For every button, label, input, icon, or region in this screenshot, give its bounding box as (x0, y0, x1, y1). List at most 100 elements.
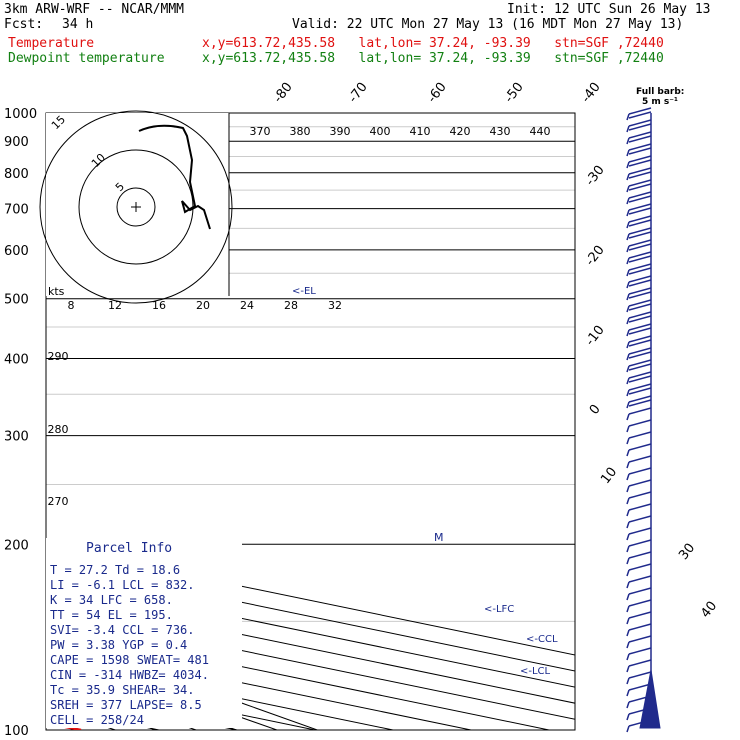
theta-label: 400 (370, 125, 391, 138)
wind-barb (626, 611, 652, 625)
wind-barb (626, 479, 652, 493)
wind-barb (626, 311, 652, 325)
isotherm-label: -40 (579, 80, 604, 106)
wind-barb-flag (639, 669, 661, 729)
full-barb-label: Full barb: (636, 87, 684, 97)
parcel-info-row: CAPE = 1598 SWEAT= 481 (50, 653, 209, 667)
wind-barb (626, 491, 652, 505)
isotherm-label: -10 (583, 323, 608, 349)
wind-barb (626, 107, 652, 121)
dewpoint-legend-label: Dewpoint temperature (8, 51, 165, 66)
isotherm-line (0, 113, 3, 730)
theta-label: 440 (530, 125, 551, 138)
pressure-label: 300 (4, 430, 29, 445)
full-barb-value: 5 m s⁻¹ (642, 97, 678, 107)
wind-barb (626, 599, 652, 613)
init-time: Init: 12 UTC Sun 26 May 13 (507, 2, 711, 17)
ccl-marker: <-CCL (526, 634, 558, 645)
wind-barb (626, 623, 652, 637)
hodograph-units: kts (48, 285, 65, 298)
wind-barb (626, 335, 652, 349)
isotherm-label: 0 (587, 402, 604, 418)
isotherm-label: 40 (698, 599, 720, 621)
pressure-label: 500 (4, 293, 29, 308)
pressure-label: 200 (4, 538, 29, 553)
parcel-info-row: T = 27.2 Td = 18.6 (50, 563, 180, 577)
wind-barb (626, 131, 652, 145)
isotherm-line (46, 577, 575, 688)
isotherm-label: -80 (271, 80, 296, 106)
wind-barb (626, 263, 652, 277)
theta-label: 380 (290, 125, 311, 138)
wind-barb (626, 347, 652, 361)
wind-barb (626, 503, 652, 517)
isotherm-label: -20 (583, 243, 608, 269)
parcel-info-row: K = 34 LFC = 658. (50, 593, 173, 607)
wind-barb (626, 371, 652, 385)
wind-barb (626, 587, 652, 601)
parcel-info-row: Tc = 35.9 SHEAR= 34. (50, 683, 195, 697)
hodograph-ring (39, 110, 233, 304)
hodograph-speed-label: 24 (240, 299, 254, 312)
isotherm-line (46, 561, 575, 672)
parcel-info-row: TT = 54 EL = 195. (50, 608, 173, 622)
pressure-label: 600 (4, 244, 29, 259)
wind-barb (626, 227, 652, 241)
wind-barb (626, 167, 652, 181)
wind-barb (626, 467, 652, 481)
theta-label: 290 (48, 350, 69, 363)
wind-barb (626, 683, 652, 697)
wind-barb (626, 359, 652, 373)
isotherm-label: -70 (346, 80, 371, 106)
parcel-info-row: CELL = 258/24 (50, 713, 144, 727)
wind-barb (626, 299, 652, 313)
theta-label: 410 (410, 125, 431, 138)
wind-barb (626, 383, 652, 397)
isotherm-label: -30 (583, 163, 608, 189)
lcl-marker: <-LCL (520, 666, 551, 677)
parcel-info-box: Parcel Info T = 27.2 Td = 18.6LI = -6.1 … (46, 538, 242, 728)
parcel-info-row: PW = 3.38 YGP = 0.4 (50, 638, 187, 652)
hodograph-speed-label: 12 (108, 299, 122, 312)
isotherm-label: -50 (502, 80, 527, 106)
hodograph-speed-label: 8 (68, 299, 75, 312)
theta-label: 420 (450, 125, 471, 138)
theta-label: 430 (490, 125, 511, 138)
lfc-marker: <-LFC (484, 604, 514, 615)
wind-barb (626, 239, 652, 253)
wind-barb (626, 551, 652, 565)
isotherm-label: 30 (676, 541, 698, 563)
el-marker: <-EL (292, 286, 316, 297)
wind-barb (626, 515, 652, 529)
wind-barb (626, 143, 652, 157)
temperature-location: x,y=613.72,435.58 lat,lon= 37.24, -93.39… (202, 36, 664, 51)
wind-barb (626, 575, 652, 589)
wind-barb (626, 191, 652, 205)
wind-barb (626, 635, 652, 649)
hodograph-center (131, 202, 141, 212)
wind-barb (626, 431, 652, 445)
pressure-label: 1000 (4, 107, 37, 122)
wind-barb (626, 527, 652, 541)
parcel-info-row: CIN = -314 HWBZ= 4034. (50, 668, 209, 682)
wind-barb (626, 251, 652, 265)
forecast-label: Fcst: (4, 17, 44, 32)
model-title: 3km ARW-WRF -- NCAR/MMM (4, 2, 185, 17)
dewpoint-location: x,y=613.72,435.58 lat,lon= 37.24, -93.39… (202, 51, 664, 66)
hodograph-background (46, 113, 229, 296)
wind-barb (626, 215, 652, 229)
theta-label: 280 (48, 423, 69, 436)
hodograph-trace (138, 124, 211, 230)
hodograph-speed-label: 28 (284, 299, 298, 312)
pressure-label: 400 (4, 353, 29, 368)
wind-barb (626, 419, 652, 433)
parcel-info-title: Parcel Info (86, 541, 172, 556)
wind-barb (626, 647, 652, 661)
wind-barb (626, 323, 652, 337)
wind-barb (626, 659, 652, 673)
m-marker: M (434, 531, 444, 544)
pressure-label: 700 (4, 203, 29, 218)
wind-barb (626, 671, 652, 685)
wind-barb (626, 539, 652, 553)
theta-label: 270 (48, 495, 69, 508)
